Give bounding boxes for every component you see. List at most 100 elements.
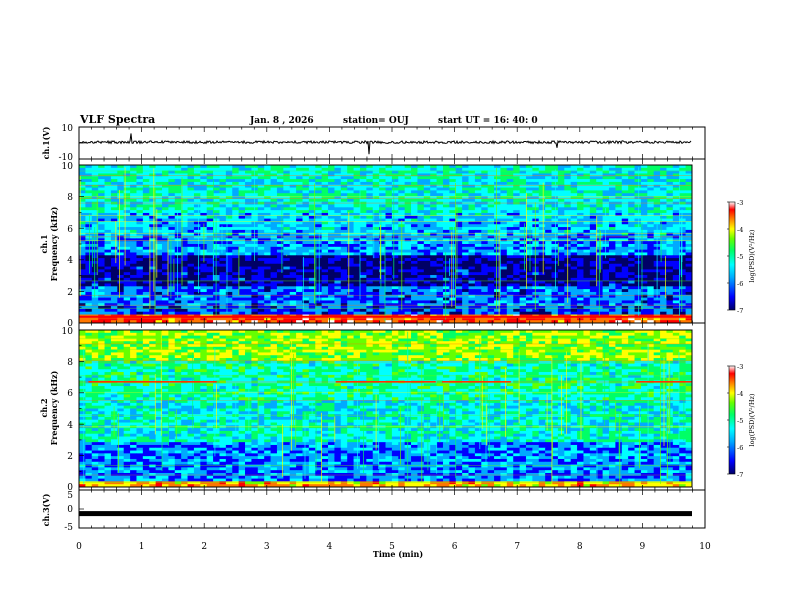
- spectrogram-cell: [296, 179, 303, 183]
- spectrogram-cell: [647, 221, 655, 225]
- spectrogram-cell: [328, 232, 335, 236]
- spectrogram-cell: [193, 173, 201, 177]
- spectrogram-cell: [104, 229, 112, 234]
- spectrogram-cell: [85, 252, 93, 256]
- spectrogram-cell: [347, 286, 354, 290]
- spectrogram-cell: [685, 176, 693, 180]
- spectrogram-cell: [423, 212, 431, 217]
- spectrogram-cell: [647, 238, 655, 242]
- spectrogram-cell: [181, 289, 188, 293]
- spectrogram-cell: [513, 258, 520, 262]
- spectrogram-cell: [430, 244, 437, 248]
- spectrogram-cell: [487, 275, 495, 279]
- spectrogram-cell: [289, 289, 297, 293]
- spectrogram-cell: [583, 179, 591, 183]
- spectrogram-cell: [430, 241, 437, 245]
- spectrogram-cell: [79, 238, 86, 242]
- spectrogram-cell: [334, 291, 342, 296]
- spectrogram-cell: [85, 294, 93, 299]
- spectrogram-cell: [621, 266, 629, 270]
- spectrogram-cell: [385, 198, 393, 203]
- spectrogram-cell: [130, 260, 137, 265]
- spectrogram-cell: [589, 241, 597, 245]
- spectrogram-cell: [468, 190, 476, 194]
- spectrogram-cell: [545, 297, 552, 301]
- spectrogram-cell: [321, 252, 329, 256]
- spectrogram-cell: [245, 244, 252, 248]
- spectrogram-cell: [334, 241, 342, 245]
- spectrogram-cell: [532, 289, 540, 293]
- spectrogram-cell: [596, 173, 604, 177]
- spectrogram-cell: [679, 167, 687, 172]
- spectrogram-cell: [672, 179, 680, 183]
- spectrogram-cell: [634, 297, 642, 301]
- spectrogram-cell: [519, 221, 527, 225]
- spectrogram-cell: [398, 215, 406, 220]
- spectrogram-cell: [251, 294, 259, 299]
- spectrogram-cell: [315, 221, 323, 225]
- spectrogram-cell: [110, 207, 118, 211]
- spectrogram-cell: [302, 303, 310, 307]
- spectrogram-cell: [430, 269, 437, 273]
- spectrogram-cell: [404, 167, 412, 172]
- spectrogram-cell: [206, 241, 214, 245]
- spectrogram-cell: [404, 275, 412, 279]
- spectrogram-cell: [513, 170, 520, 174]
- spectrogram-cell: [85, 266, 93, 270]
- spectrogram-cell: [417, 227, 425, 231]
- spectrogram-cell: [104, 218, 112, 222]
- spectrogram-cell: [640, 246, 648, 251]
- spectrogram-cell: [455, 246, 463, 251]
- spectrogram-cell: [398, 212, 406, 217]
- spectrogram-cell: [494, 283, 501, 287]
- spectrogram-cell: [436, 252, 444, 256]
- spectrogram-cell: [321, 181, 329, 186]
- spectrogram-cell: [123, 246, 131, 251]
- spectrogram-cell: [494, 238, 501, 242]
- spectrogram-cell: [513, 198, 520, 203]
- spectrogram-cell: [462, 297, 469, 301]
- spectrogram-cell: [455, 303, 463, 307]
- spectrogram-cell: [385, 212, 393, 217]
- spectrogram-cell: [162, 277, 169, 282]
- spectrogram-cell: [162, 212, 169, 217]
- spectrogram-cell: [142, 221, 150, 225]
- spectrogram-cell: [442, 167, 450, 172]
- spectrogram-cell: [193, 266, 201, 270]
- spectrogram-cell: [142, 303, 150, 307]
- spectrogram-cell: [155, 165, 163, 169]
- spectrogram-cell: [474, 252, 482, 256]
- spectrogram-cell: [123, 306, 131, 310]
- spectrogram-cell: [366, 218, 374, 222]
- spectrogram-cell: [379, 198, 386, 203]
- spectrogram-cell: [494, 246, 501, 251]
- spectrogram-cell: [149, 263, 157, 267]
- spectrogram-cell: [219, 187, 227, 191]
- spectrogram-cell: [321, 196, 329, 200]
- spectrogram-cell: [130, 221, 137, 225]
- spectrogram-cell: [596, 196, 604, 200]
- spectrogram-cell: [321, 176, 329, 180]
- spectrogram-cell: [404, 204, 412, 208]
- spectrogram-cell: [321, 266, 329, 270]
- spectrogram-cell: [142, 179, 150, 183]
- spectrogram-cell: [577, 204, 584, 208]
- spectrogram-cell: [391, 260, 399, 265]
- spectrogram-cell: [276, 204, 284, 208]
- spectrogram-cell: [608, 198, 616, 203]
- spectrogram-cell: [110, 244, 118, 248]
- spectrogram-cell: [353, 277, 361, 282]
- spectrogram-cell: [321, 255, 329, 259]
- spectrogram-cell: [430, 303, 437, 307]
- spectrogram-cell: [672, 297, 680, 301]
- spectrogram-cell: [404, 260, 412, 265]
- spectrogram-cell: [238, 221, 246, 225]
- spectrogram-cell: [219, 241, 227, 245]
- spectrogram-cell: [193, 300, 201, 304]
- spectrogram-cell: [551, 176, 559, 180]
- spectrogram-cell: [538, 289, 546, 293]
- spectrogram-cell: [583, 280, 591, 284]
- spectrogram-cell: [168, 170, 176, 174]
- spectrogram-cell: [391, 263, 399, 267]
- spectrogram-cell: [79, 212, 86, 217]
